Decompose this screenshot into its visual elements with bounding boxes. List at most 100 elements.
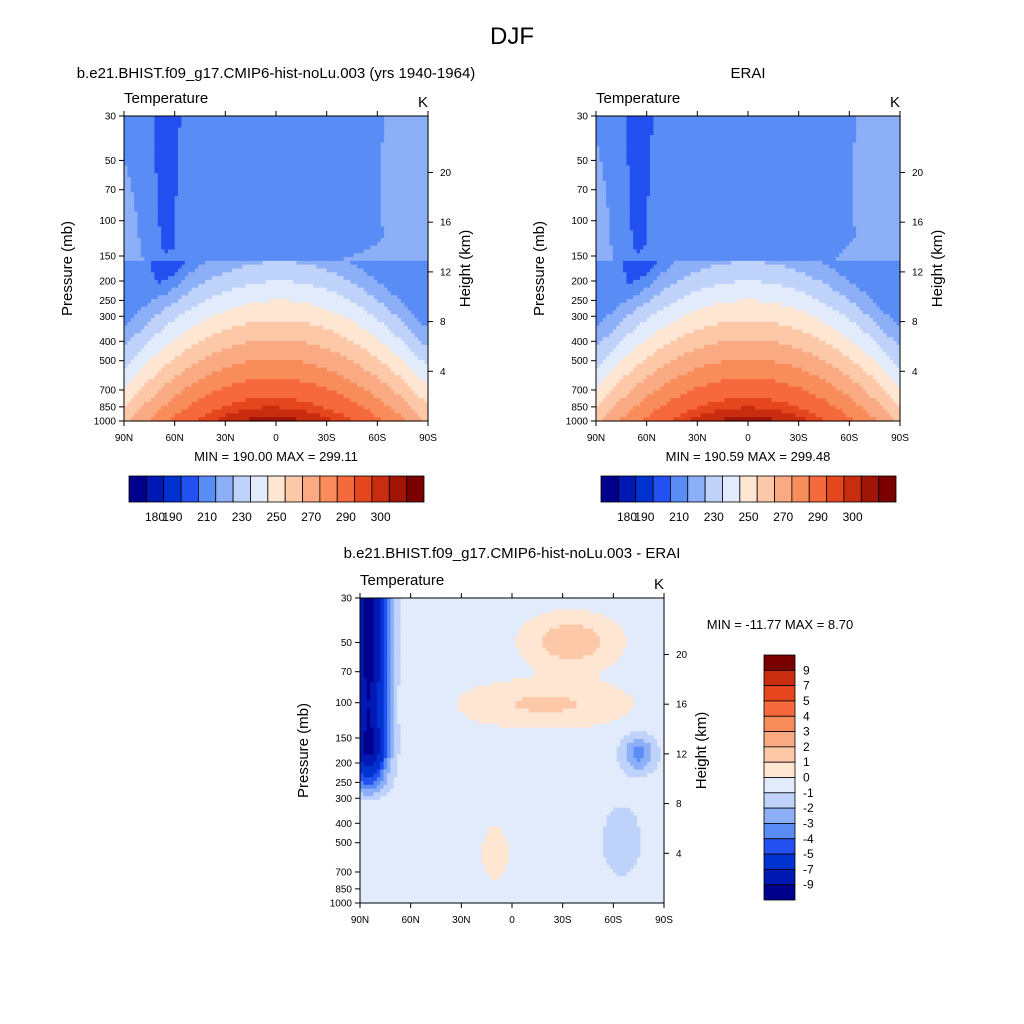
panel-model-contour-cell <box>414 154 419 159</box>
panel-model-contour-cell <box>397 138 402 144</box>
panel-model-contour-cell <box>390 180 395 186</box>
panel-model-contour-cell <box>232 249 237 254</box>
panel-model-contour-cell <box>218 241 223 247</box>
panel-model-contour-cell <box>174 234 179 239</box>
panel-model-contour-cell <box>387 157 392 163</box>
panel-model-contour-cell <box>390 142 395 148</box>
panel-model-contour-cell <box>238 173 243 178</box>
panel-model-contour-cell <box>188 161 193 167</box>
panel-model-contour-cell <box>178 257 183 262</box>
panel-model-contour-cell <box>228 169 233 174</box>
panel-model-contour-cell <box>161 203 166 209</box>
panel-model-contour-cell <box>137 253 142 258</box>
panel-model-contour-cell <box>191 211 196 216</box>
panel-model-contour-cell <box>188 238 193 243</box>
panel-model-contour-cell <box>134 234 139 239</box>
panel-model-contour-cell <box>205 150 210 155</box>
panel-model-contour-cell <box>326 146 331 151</box>
panel-model-contour-cell <box>208 157 213 163</box>
panel-model-contour-cell <box>333 150 338 155</box>
panel-model-contour-cell <box>333 165 338 170</box>
panel-model-contour-cell <box>198 211 203 216</box>
panel-model-contour-cell <box>262 199 267 205</box>
panel-model-contour-cell <box>248 154 253 159</box>
panel-model-contour-cell <box>373 249 378 254</box>
panel-model-contour-cell <box>228 157 233 163</box>
panel-model-contour-cell <box>417 226 422 231</box>
figure-title: DJF <box>490 23 534 50</box>
panel-model-contour-cell <box>373 234 378 239</box>
panel-model-contour-cell <box>265 215 270 220</box>
panel-model-contour-cell <box>319 249 324 254</box>
panel-model-contour-cell <box>303 142 307 148</box>
panel-model-contour-cell <box>272 157 277 163</box>
panel-model-contour-cell <box>309 135 314 140</box>
panel-model-contour-cell <box>286 154 291 159</box>
panel-model-contour-cell <box>330 218 335 224</box>
panel-model-contour-cell <box>161 150 166 155</box>
panel-model-contour-cell <box>373 238 378 243</box>
panel-model-contour-cell <box>188 123 193 129</box>
panel-model-contour-cell <box>377 184 382 190</box>
panel-model-contour-cell <box>151 226 155 231</box>
panel-model-contour-cell <box>242 245 247 251</box>
panel-model-contour-cell <box>299 119 304 125</box>
panel-model-contour-cell <box>330 165 335 170</box>
panel-model-contour-cell <box>259 192 264 197</box>
panel-model-contour-cell <box>387 173 392 178</box>
panel-model-contour-cell <box>225 211 230 216</box>
panel-model-contour-cell <box>282 116 287 121</box>
panel-model-contour-cell <box>319 253 324 258</box>
panel-model-contour-cell <box>417 173 422 178</box>
panel-model-contour-cell <box>178 131 183 136</box>
panel-model-contour-cell <box>292 253 297 258</box>
panel-model-contour-cell <box>242 211 247 216</box>
panel-model-contour-cell <box>353 260 358 266</box>
panel-model-contour-cell <box>353 184 358 190</box>
panel-model-contour-cell <box>296 241 301 247</box>
panel-model-contour-cell <box>181 264 186 270</box>
panel-model-contour-cell <box>238 177 243 182</box>
panel-model-contour-cell <box>205 177 210 182</box>
panel-model-contour-cell <box>390 207 395 212</box>
panel-model-contour-cell <box>340 257 345 262</box>
panel-model-contour-cell <box>215 165 220 170</box>
panel-model-contour-cell <box>194 245 199 251</box>
panel-model-contour-cell <box>313 177 318 182</box>
panel-model-contour-cell <box>242 257 247 262</box>
panel-model-contour-cell <box>252 226 257 231</box>
panel-model-contour-cell <box>140 154 145 159</box>
panel-model-contour-cell <box>184 165 189 170</box>
panel-model-contour-cell <box>303 199 307 205</box>
panel-model-contour-cell <box>306 253 311 258</box>
panel-model-contour-cell <box>313 154 318 159</box>
panel-model-contour-cell <box>184 161 189 167</box>
panel-model-contour-cell <box>252 260 257 266</box>
panel-model-contour-cell <box>343 222 348 228</box>
panel-model-contour-cell <box>289 230 294 235</box>
panel-model-contour-cell <box>282 196 287 201</box>
panel-model-contour-cell <box>201 218 206 224</box>
panel-model-contour-cell <box>147 116 152 121</box>
panel-model-contour-cell <box>421 230 426 235</box>
panel-model-contour-cell <box>164 199 169 205</box>
panel-model-contour-cell <box>323 230 328 235</box>
panel-model-contour-cell <box>404 165 409 170</box>
panel-model-contour-cell <box>340 215 345 220</box>
panel-model-contour-cell <box>424 173 429 178</box>
panel-model-contour-cell <box>157 222 162 228</box>
panel-model-contour-cell <box>245 177 250 182</box>
panel-model-contour-cell <box>404 241 409 247</box>
panel-model-contour-cell <box>350 196 355 201</box>
panel-model-contour-cell <box>205 188 210 193</box>
panel-model-contour-cell <box>269 257 274 262</box>
panel-model-contour-cell <box>346 222 351 228</box>
panel-model-contour-cell <box>137 203 142 209</box>
panel-model-contour-cell <box>370 116 375 121</box>
panel-model-contour-cell <box>424 127 429 132</box>
panel-model-contour-cell <box>333 249 338 254</box>
panel-model-contour-cell <box>201 119 206 125</box>
panel-model-contour-cell <box>360 253 365 258</box>
panel-model-contour-cell <box>201 234 206 239</box>
panel-model-contour-cell <box>144 207 149 212</box>
